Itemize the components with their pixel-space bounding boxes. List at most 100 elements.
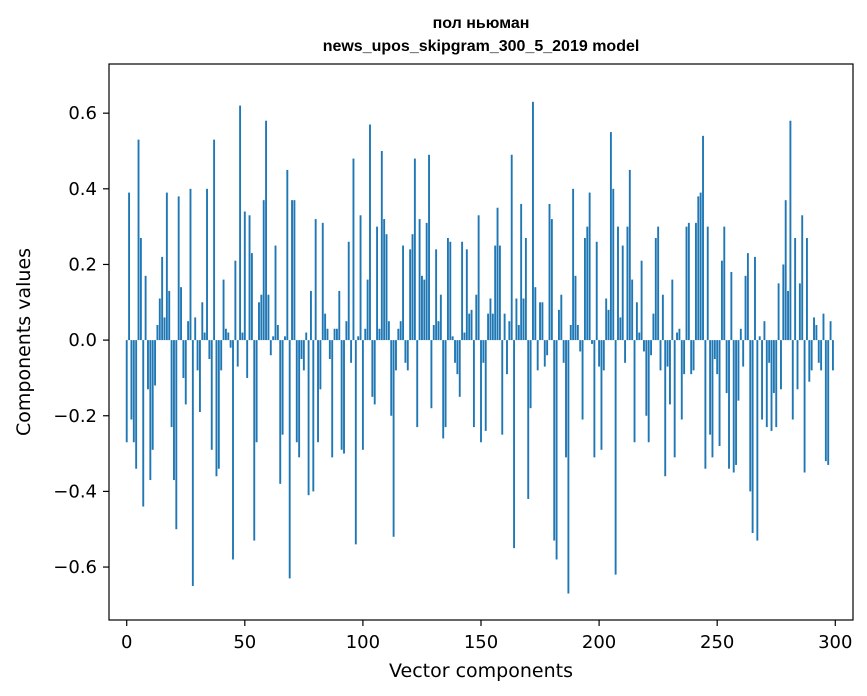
bar (295, 340, 298, 443)
bar (699, 192, 702, 341)
bar (326, 328, 329, 341)
bar (385, 234, 388, 341)
bar (532, 101, 534, 341)
bar (593, 340, 596, 458)
bar (661, 294, 664, 341)
bar (187, 321, 190, 341)
bar (588, 192, 591, 341)
bar (428, 154, 430, 341)
bar (711, 340, 714, 458)
bar (432, 324, 435, 341)
bar (673, 340, 676, 458)
bar (392, 340, 395, 537)
bar (626, 226, 629, 341)
bar (824, 340, 827, 462)
bar (364, 328, 367, 341)
bar (335, 328, 338, 341)
bar (288, 340, 291, 579)
bar (831, 340, 834, 371)
bar (217, 340, 220, 469)
bar (338, 290, 341, 341)
bar (527, 340, 530, 499)
bar (239, 105, 242, 341)
bar (782, 264, 785, 341)
bar (307, 340, 310, 496)
bar (803, 340, 806, 473)
bar (399, 321, 402, 341)
bar (310, 290, 312, 341)
bar (817, 340, 820, 363)
bar (161, 256, 164, 341)
bar (208, 340, 211, 360)
bar (430, 340, 433, 409)
bar (201, 302, 204, 341)
bar (272, 336, 275, 341)
bar (359, 215, 362, 341)
bar (524, 237, 527, 341)
bar (666, 340, 669, 367)
bar (324, 313, 327, 341)
bar (517, 324, 520, 341)
bar (567, 340, 570, 594)
bar (576, 324, 579, 341)
bar (671, 279, 674, 341)
bar (173, 340, 175, 481)
bar (683, 340, 686, 375)
bar (232, 340, 234, 560)
bar (137, 139, 140, 341)
bar (765, 340, 768, 428)
bar (806, 237, 808, 341)
bar (253, 340, 256, 541)
bar (125, 340, 128, 443)
bar (574, 275, 577, 341)
bar (135, 340, 138, 469)
bar (203, 332, 206, 341)
bar (151, 340, 154, 450)
bar (772, 340, 775, 394)
bar (416, 340, 419, 428)
bar (541, 302, 544, 341)
bar (213, 139, 216, 341)
bar (690, 340, 693, 375)
bar (220, 340, 223, 371)
bar (298, 340, 301, 458)
bar (635, 302, 638, 341)
bar (265, 120, 268, 341)
bar (142, 340, 145, 507)
bar (808, 340, 811, 382)
bar (718, 340, 721, 447)
bar (522, 298, 525, 341)
bar (775, 340, 778, 428)
bar (659, 340, 662, 371)
x-tick-label: 100 (346, 632, 380, 653)
bar (423, 279, 426, 341)
bar (409, 249, 412, 341)
bar (302, 340, 305, 371)
bar (165, 192, 168, 341)
bar (189, 188, 192, 341)
bar (210, 340, 213, 450)
bar (425, 222, 428, 341)
bar (749, 340, 752, 492)
bar (312, 340, 315, 492)
bar (139, 237, 142, 341)
bar (463, 332, 466, 341)
bar (343, 340, 345, 454)
chart-title: пол ньюман (433, 15, 530, 32)
bar (598, 340, 601, 367)
bar (562, 340, 565, 363)
bar (224, 328, 227, 341)
bar (827, 340, 830, 465)
bar (449, 241, 452, 341)
bar (198, 340, 201, 412)
bar (694, 222, 697, 341)
bar (678, 328, 681, 341)
bar (685, 226, 688, 341)
y-tick-label: −0.6 (53, 557, 97, 578)
bar (333, 328, 336, 341)
bar (669, 340, 671, 405)
bar (798, 283, 801, 341)
bar (345, 321, 348, 341)
bar (350, 340, 353, 363)
bar (725, 340, 728, 394)
